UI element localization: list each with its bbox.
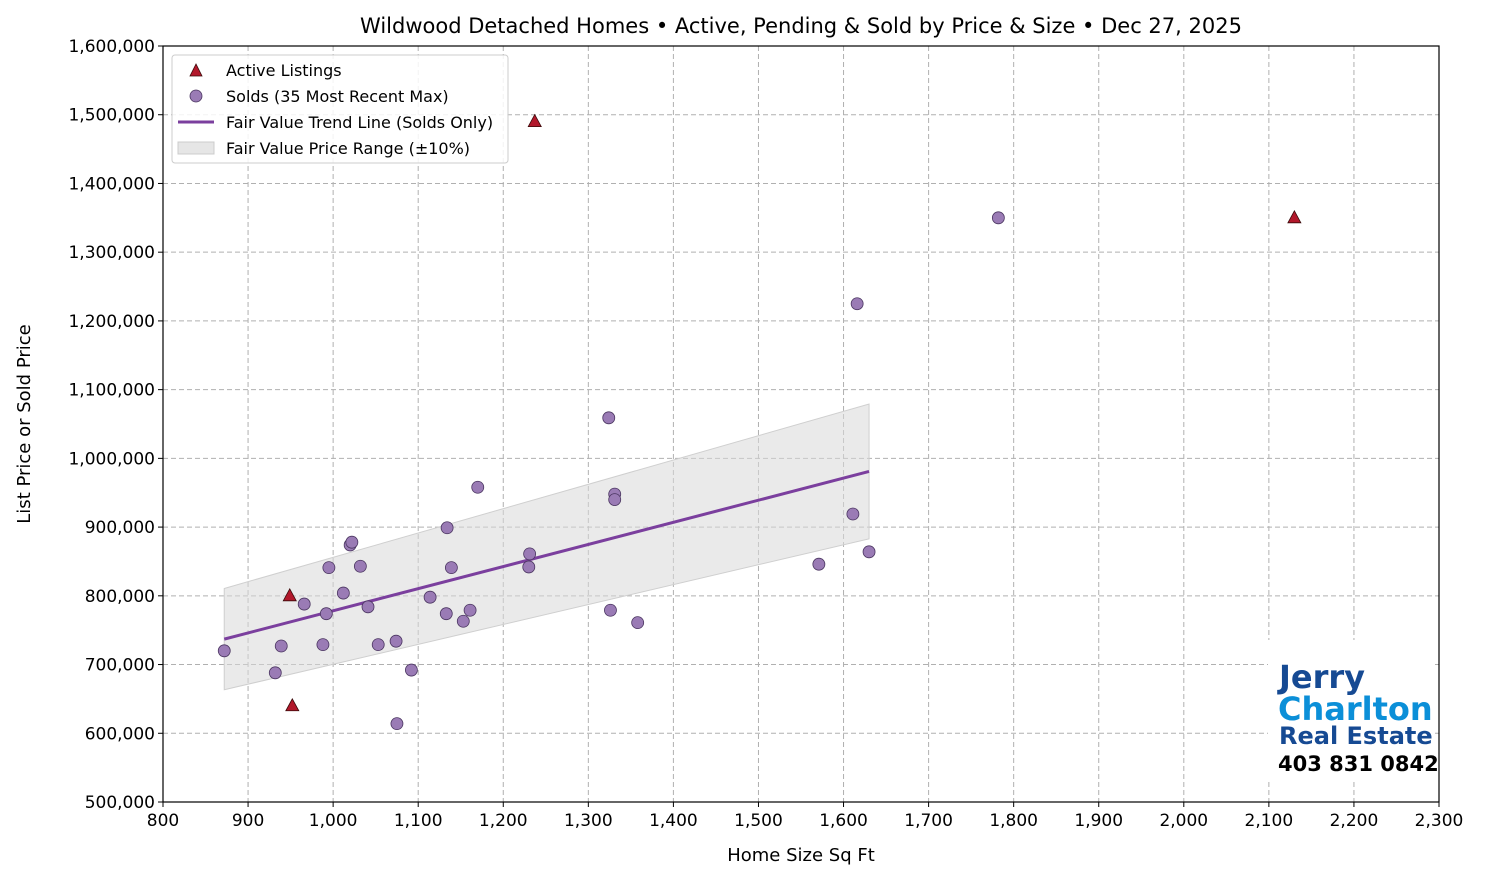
x-axis-ticks: 800 900 1,000 1,100 1,200 1,300 1,400 1,500 1,60… [147,802,1464,831]
sold-point [297,597,311,611]
x-tick-label: 900 [232,811,264,831]
sold-point [322,561,336,575]
sold-point [608,493,622,507]
sold-point [523,547,537,561]
active-listing-point [285,697,300,712]
logo-charlton: Charlton [1278,690,1433,728]
x-tick-label: 1,200 [479,811,528,831]
x-tick-label: 1,800 [989,811,1038,831]
sold-point [389,634,403,648]
y-tick-label: 1,600,000 [68,37,155,57]
x-tick-label: 1,400 [649,811,698,831]
x-tick-label: 1,700 [904,811,953,831]
sold-point [631,616,645,630]
sold-point [371,638,385,652]
sold-point [439,607,453,621]
sold-point [316,638,330,652]
legend-label-active: Active Listings [226,61,342,80]
x-axis-label: Home Size Sq Ft [727,845,875,866]
legend-circle-icon [189,89,203,103]
sold-point [604,603,617,617]
sold-point [463,603,477,617]
x-tick-label: 2,200 [1330,811,1379,831]
sold-point [217,644,231,658]
active-listing-point [1287,209,1302,224]
y-axis-label: List Price or Sold Price [14,324,35,523]
x-tick-label: 2,300 [1415,811,1464,831]
legend-label-band: Fair Value Price Range (±10%) [226,139,470,158]
sold-point [444,561,458,575]
chart-title: Wildwood Detached Homes • Active, Pendin… [360,14,1242,38]
x-tick-label: 1,100 [394,811,443,831]
y-tick-label: 500,000 [85,793,155,813]
sold-point [862,545,876,559]
y-tick-label: 1,100,000 [68,381,155,401]
legend-label-trend: Fair Value Trend Line (Solds Only) [226,113,493,132]
x-tick-label: 800 [147,811,179,831]
sold-point [361,600,375,614]
sold-point [456,614,470,628]
sold-point [274,639,288,653]
active-listing-point [527,113,542,127]
legend: Active Listings Solds (35 Most Recent Ma… [171,54,509,164]
y-tick-label: 1,400,000 [68,174,155,194]
logo: Jerry Charlton Real Estate 403 831 0842 [1268,640,1439,780]
x-tick-label: 1,500 [734,811,783,831]
y-tick-label: 1,000,000 [68,449,155,469]
sold-point [423,590,437,604]
sold-point [471,480,485,494]
data-points [217,113,1302,731]
x-tick-label: 1,600 [819,811,868,831]
sold-point [991,211,1005,225]
legend-label-solds: Solds (35 Most Recent Max) [226,87,449,106]
active-listing-point [282,587,297,602]
x-tick-label: 1,000 [309,811,358,831]
legend-triangle-icon [189,63,203,77]
sold-point [850,297,864,311]
logo-background [1268,640,1433,780]
y-tick-label: 1,500,000 [68,106,155,126]
x-tick-label: 1,900 [1074,811,1123,831]
x-tick-label: 2,100 [1245,811,1294,831]
legend-band-icon [177,141,215,155]
y-axis-ticks: 500,000 600,000 700,000 800,000 900,000 1,000… [68,37,163,813]
y-tick-label: 800,000 [85,587,155,607]
sold-point [345,535,359,549]
sold-point [353,559,367,573]
logo-jerry: Jerry [1277,658,1365,696]
sold-point [440,521,454,535]
sold-point [602,411,616,425]
plot-frame [162,45,1440,803]
sold-point [319,607,333,621]
y-tick-label: 900,000 [85,518,155,538]
x-tick-label: 2,000 [1159,811,1208,831]
sold-point [390,717,404,731]
y-tick-label: 600,000 [85,724,155,744]
legend-box [171,54,509,164]
sold-point [812,557,826,571]
logo-real-estate: Real Estate [1279,722,1433,750]
sold-point [846,507,860,521]
sold-point [404,663,418,677]
x-tick-label: 1,300 [564,811,613,831]
sold-point [522,560,536,574]
sold-point [336,586,350,600]
y-tick-label: 1,300,000 [68,243,155,263]
logo-phone: 403 831 0842 [1278,752,1439,776]
sold-point [268,666,282,680]
y-tick-label: 1,200,000 [68,312,155,332]
y-tick-label: 700,000 [85,656,155,676]
